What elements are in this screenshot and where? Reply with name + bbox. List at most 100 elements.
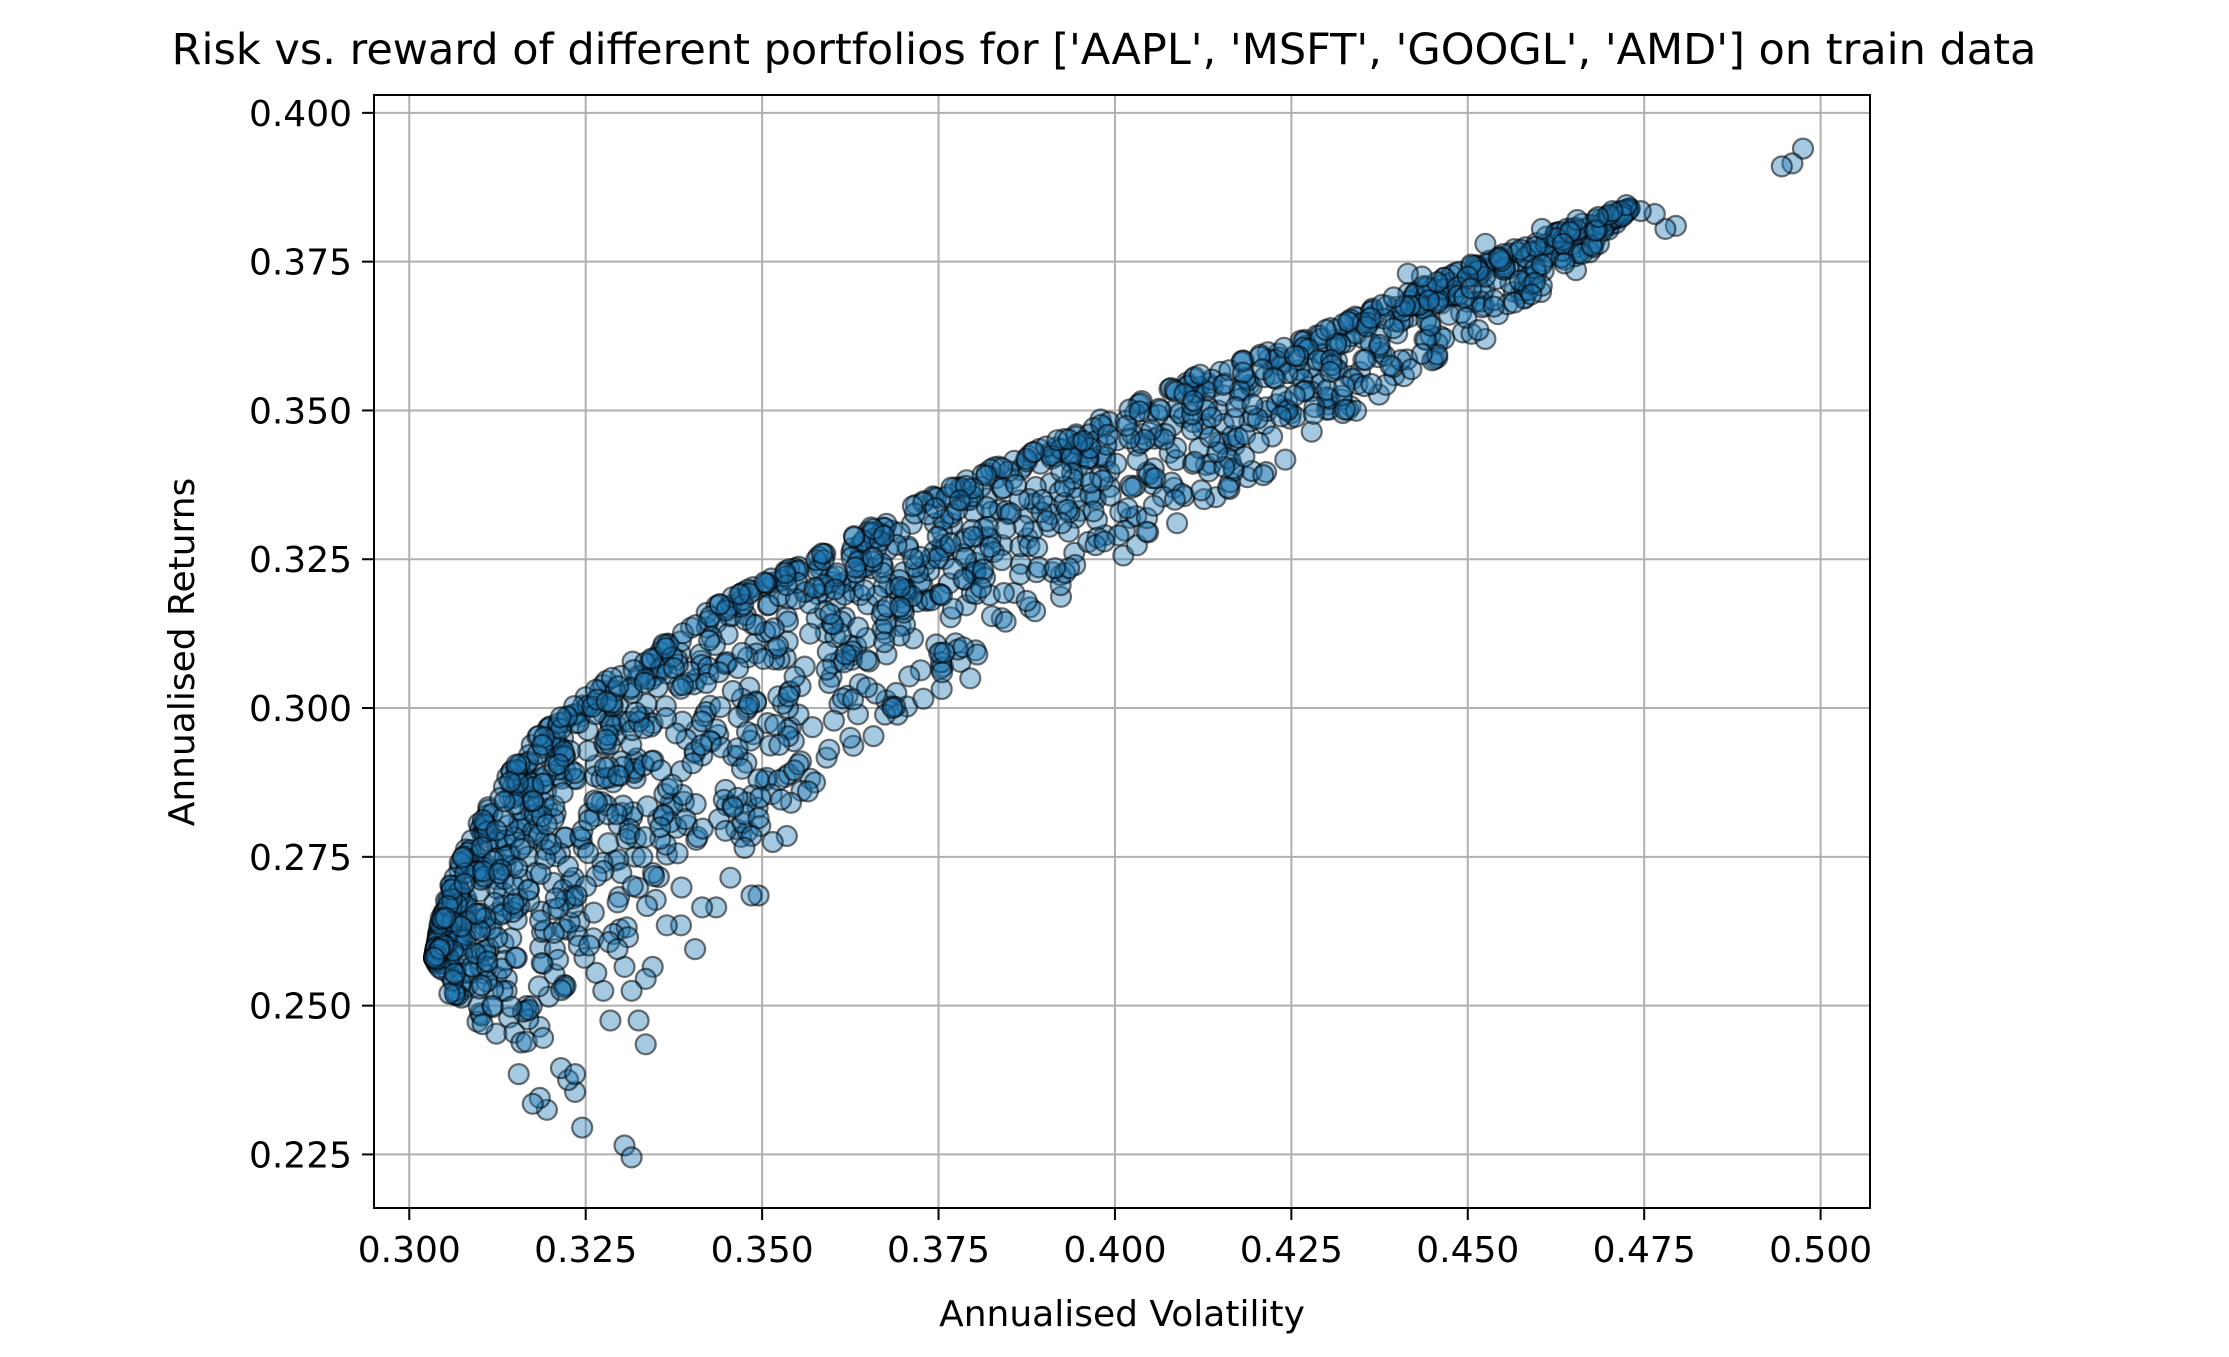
scatter-point	[1410, 342, 1434, 365]
scatter-point	[796, 780, 820, 803]
scatter-point	[529, 862, 552, 886]
scatter-point	[1004, 473, 1028, 496]
scatter-point	[901, 495, 925, 518]
scatter-point	[664, 722, 688, 745]
scatter-point	[1382, 317, 1405, 340]
scatter-point	[1314, 318, 1337, 342]
scatter-point	[1474, 232, 1497, 255]
scatter-point	[1460, 277, 1483, 300]
scatter-point	[1190, 479, 1213, 502]
scatter-point	[690, 710, 714, 733]
scatter-point	[994, 610, 1017, 633]
scatter-point	[959, 667, 982, 690]
y-axis-ticks: 0.225 0.250 0.275 0.300 0.325 0.350 0.375 0.400	[249, 94, 374, 1176]
scatter-point	[1200, 368, 1223, 391]
scatter-point	[975, 496, 998, 519]
scatter-point	[969, 576, 993, 599]
scatter-point	[440, 878, 463, 901]
scatter-point	[839, 726, 862, 749]
scatter-point	[874, 612, 898, 635]
scatter-point	[1212, 412, 1235, 435]
scatter-point	[1183, 450, 1206, 473]
scatter-point	[740, 824, 763, 848]
scatter-point	[1520, 283, 1543, 306]
scatter-point	[816, 640, 839, 663]
scatter-point	[1129, 392, 1152, 415]
scatter-point	[499, 770, 522, 794]
chart-title: Risk vs. reward of different portfolios …	[172, 25, 2037, 75]
scatter-point	[737, 693, 761, 716]
scatter-point	[635, 894, 659, 918]
scatter-point	[662, 656, 686, 680]
scatter-point	[595, 690, 618, 713]
scatter-point	[542, 921, 566, 945]
scatter-point	[761, 830, 784, 854]
scatter-point	[1082, 500, 1105, 523]
plot-background	[374, 95, 1870, 1208]
scatter-point	[434, 906, 457, 930]
scatter-point	[1283, 384, 1307, 407]
scatter-point	[691, 817, 714, 840]
scatter-point	[1553, 252, 1576, 275]
scatter-point	[904, 555, 927, 579]
scatter-point	[853, 578, 876, 602]
scatter-point	[1417, 289, 1441, 312]
scatter-point	[1035, 509, 1059, 533]
y-axis-label: Annualised Returns	[162, 478, 203, 827]
scatter-point	[1770, 155, 1793, 178]
scatter-point	[571, 1116, 594, 1139]
scatter-point	[898, 665, 921, 688]
scatter-point	[674, 808, 697, 831]
scatter-point	[1046, 429, 1069, 452]
scatter-point	[573, 946, 596, 969]
scatter-point	[924, 497, 947, 520]
scatter-point	[502, 892, 525, 915]
scatter-point	[666, 842, 689, 865]
scatter-point	[613, 1134, 636, 1157]
scatter-point	[646, 675, 669, 699]
scatter-point	[803, 576, 826, 600]
scatter-point	[766, 634, 790, 658]
scatter-point	[488, 862, 511, 885]
scatter-point	[1300, 420, 1323, 443]
scatter-point	[1096, 423, 1119, 446]
scatter-point	[471, 1013, 494, 1036]
scatter-point	[818, 738, 841, 761]
scatter-point	[872, 524, 896, 547]
scatter-point	[597, 832, 620, 855]
scatter-point	[735, 720, 759, 744]
scatter-point	[595, 728, 618, 751]
scatter-point	[509, 837, 532, 861]
scatter-point	[798, 622, 822, 645]
scatter-point	[599, 1009, 622, 1032]
scatter-point	[577, 809, 601, 832]
scatter-point	[1133, 428, 1157, 451]
scatter-point	[1426, 291, 1449, 314]
scatter-point	[769, 788, 793, 811]
scatter-point	[728, 583, 751, 606]
scatter-point	[500, 995, 523, 1018]
scatter-point	[476, 950, 499, 973]
scatter-point	[517, 998, 540, 1021]
scatter-point	[606, 891, 629, 914]
scatter-point	[641, 955, 664, 979]
scatter-point	[620, 1146, 643, 1169]
scatter-point	[818, 671, 841, 695]
y-tick-label: 0.375	[249, 243, 352, 284]
scatter-point	[933, 641, 956, 664]
scatter-point	[744, 613, 768, 637]
scatter-point	[1128, 400, 1151, 423]
scatter-point	[507, 1062, 530, 1086]
scatter-point	[861, 546, 884, 569]
scatter-point	[710, 736, 733, 759]
scatter-point	[565, 884, 588, 907]
scatter-point	[926, 546, 950, 570]
scatter-point	[1302, 402, 1325, 425]
x-tick-label: 0.425	[1240, 1230, 1343, 1271]
scatter-point	[749, 786, 772, 809]
scatter-point	[881, 696, 904, 720]
scatter-point	[464, 942, 487, 965]
scatter-point	[582, 901, 605, 924]
scatter-point	[531, 733, 554, 757]
